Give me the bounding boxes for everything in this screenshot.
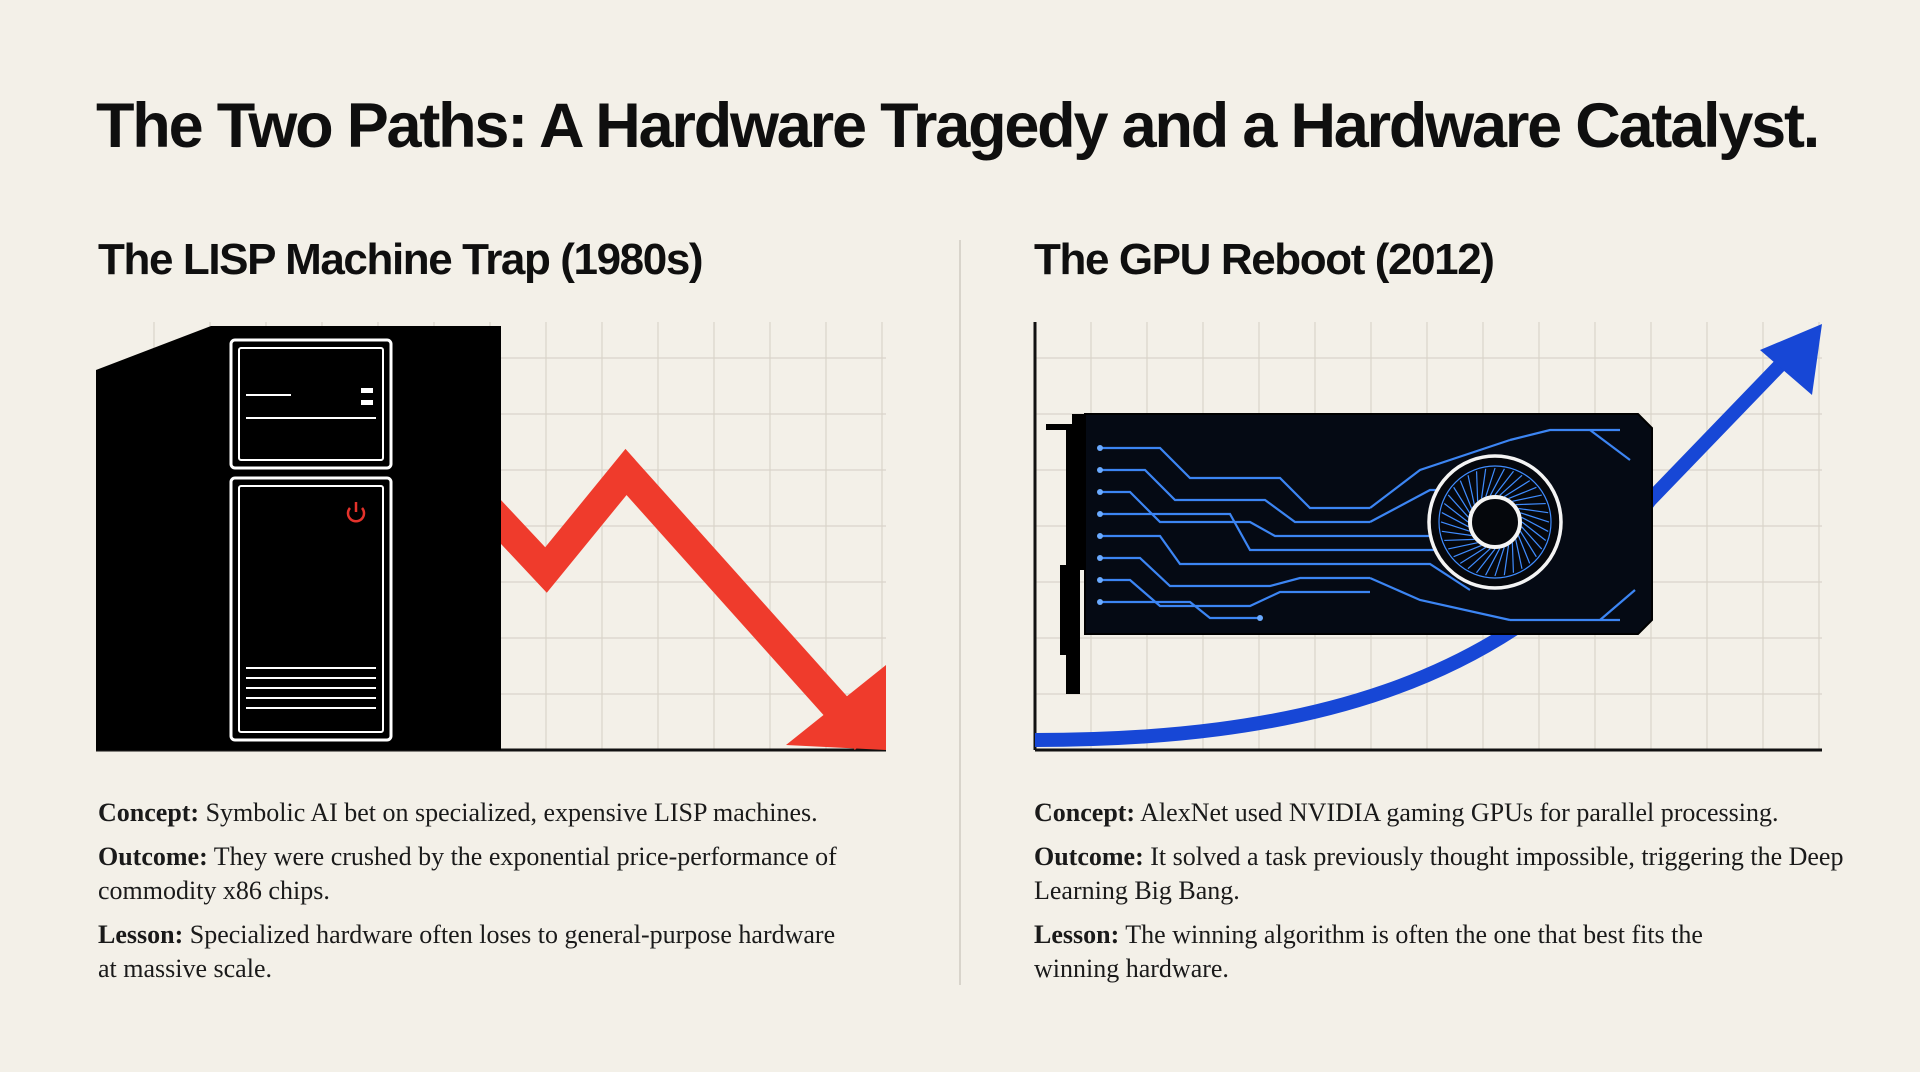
right-lesson: Lesson: The winning algorithm is often t…: [1034, 918, 1794, 986]
lesson-text: Specialized hardware often loses to gene…: [98, 920, 836, 983]
outcome-text: It solved a task previously thought impo…: [1034, 842, 1844, 905]
left-panel-title: The LISP Machine Trap (1980s): [98, 235, 704, 284]
right-concept: Concept: AlexNet used NVIDIA gaming GPUs…: [1034, 796, 1854, 830]
right-description: Concept: AlexNet used NVIDIA gaming GPUs…: [1034, 796, 1854, 996]
outcome-text: They were crushed by the exponential pri…: [98, 842, 837, 905]
gpu-growth-graphic: [1033, 322, 1822, 752]
concept-text: Symbolic AI bet on specialized, expensiv…: [199, 798, 818, 827]
lisp-machine-decline-graphic: [96, 322, 886, 752]
left-description: Concept: Symbolic AI bet on specialized,…: [98, 796, 918, 996]
right-panel-title: The GPU Reboot (2012): [1034, 235, 1495, 284]
right-outcome: Outcome: It solved a task previously tho…: [1034, 840, 1844, 908]
circuit-traces: [1100, 428, 1636, 622]
concept-text: AlexNet used NVIDIA gaming GPUs for para…: [1135, 798, 1779, 827]
concept-label: Concept:: [1034, 798, 1136, 827]
left-lesson: Lesson: Specialized hardware often loses…: [98, 918, 838, 986]
outcome-label: Outcome:: [1034, 842, 1144, 871]
gpu-card-icon: [1046, 413, 1653, 694]
left-concept: Concept: Symbolic AI bet on specialized,…: [98, 796, 918, 830]
gpu-fan-icon: [1427, 454, 1563, 590]
left-outcome: Outcome: They were crushed by the expone…: [98, 840, 908, 908]
computer-tower-icon: [96, 326, 501, 750]
panel-divider: [959, 240, 961, 985]
lesson-label: Lesson:: [1034, 920, 1120, 949]
outcome-label: Outcome:: [98, 842, 208, 871]
concept-label: Concept:: [98, 798, 200, 827]
lesson-label: Lesson:: [98, 920, 184, 949]
lesson-text: The winning algorithm is often the one t…: [1034, 920, 1703, 983]
page-title: The Two Paths: A Hardware Tragedy and a …: [96, 91, 1820, 161]
power-button-icon: [346, 502, 366, 523]
